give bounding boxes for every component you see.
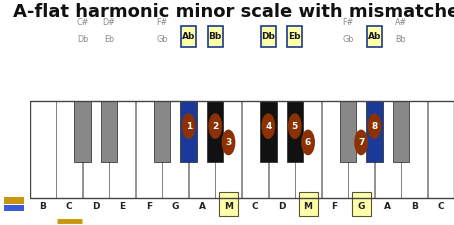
Text: G: G <box>357 202 365 211</box>
Bar <box>163 101 188 198</box>
Bar <box>109 101 135 198</box>
Bar <box>428 101 454 198</box>
Bar <box>181 26 196 47</box>
Text: D: D <box>92 202 99 211</box>
Bar <box>30 101 454 198</box>
Bar <box>56 101 82 198</box>
Text: C#: C# <box>76 18 89 27</box>
Circle shape <box>262 113 275 139</box>
Bar <box>299 192 318 216</box>
Text: Db: Db <box>77 35 88 44</box>
Bar <box>261 26 276 47</box>
Text: D: D <box>278 202 285 211</box>
Bar <box>4 197 25 204</box>
Text: 1: 1 <box>186 122 192 130</box>
Bar <box>401 101 427 198</box>
Bar <box>295 101 321 198</box>
Text: D#: D# <box>103 18 115 27</box>
Circle shape <box>182 113 196 139</box>
Text: Eb: Eb <box>289 32 301 41</box>
Text: 6: 6 <box>305 138 311 147</box>
Text: C: C <box>437 202 444 211</box>
Bar <box>348 101 374 198</box>
Bar <box>30 101 56 198</box>
Text: Bb: Bb <box>395 35 406 44</box>
Text: M: M <box>304 202 313 211</box>
Text: A-flat harmonic minor scale with mismatches: A-flat harmonic minor scale with mismatc… <box>13 3 454 21</box>
Bar <box>154 101 170 162</box>
Text: A#: A# <box>395 18 407 27</box>
Text: A: A <box>198 202 206 211</box>
Text: Gb: Gb <box>342 35 354 44</box>
Bar <box>351 192 371 216</box>
Text: F#: F# <box>342 18 354 27</box>
Bar <box>286 101 303 162</box>
Text: Bb: Bb <box>208 32 222 41</box>
Text: 5: 5 <box>291 122 298 130</box>
Text: F: F <box>146 202 152 211</box>
Bar <box>321 101 348 198</box>
Text: E: E <box>119 202 125 211</box>
Text: 4: 4 <box>265 122 271 130</box>
Bar <box>207 101 223 162</box>
Circle shape <box>301 130 315 155</box>
Bar <box>189 101 215 198</box>
Text: B: B <box>39 202 46 211</box>
Text: 2: 2 <box>212 122 218 130</box>
Text: F: F <box>331 202 338 211</box>
Bar <box>287 26 302 47</box>
Bar <box>136 101 162 198</box>
Text: Gb: Gb <box>157 35 168 44</box>
Bar <box>216 101 242 198</box>
Circle shape <box>288 113 302 139</box>
Bar <box>393 101 409 162</box>
Bar <box>366 101 383 162</box>
Text: Db: Db <box>262 32 275 41</box>
Text: C: C <box>252 202 258 211</box>
Text: Ab: Ab <box>368 32 381 41</box>
Circle shape <box>354 130 368 155</box>
Text: 3: 3 <box>225 138 232 147</box>
Bar <box>4 205 25 211</box>
Text: 8: 8 <box>371 122 378 130</box>
Text: G: G <box>172 202 179 211</box>
Text: basicmusictheory.com: basicmusictheory.com <box>12 75 17 141</box>
Text: Ab: Ab <box>182 32 195 41</box>
Bar <box>260 101 276 162</box>
Circle shape <box>367 113 381 139</box>
Bar <box>367 26 382 47</box>
Circle shape <box>222 130 235 155</box>
Text: C: C <box>66 202 73 211</box>
Bar <box>269 101 295 198</box>
Text: F#: F# <box>157 18 168 27</box>
Bar <box>101 101 117 162</box>
Bar <box>375 101 401 198</box>
Circle shape <box>208 113 222 139</box>
Text: B: B <box>411 202 418 211</box>
Bar <box>74 101 91 162</box>
Bar <box>83 101 109 198</box>
Bar <box>208 26 222 47</box>
Text: A: A <box>384 202 391 211</box>
Text: Eb: Eb <box>104 35 114 44</box>
Bar <box>340 101 356 162</box>
Text: 7: 7 <box>358 138 364 147</box>
Text: M: M <box>224 202 233 211</box>
Bar <box>242 101 268 198</box>
Bar <box>181 101 197 162</box>
Bar <box>219 192 238 216</box>
